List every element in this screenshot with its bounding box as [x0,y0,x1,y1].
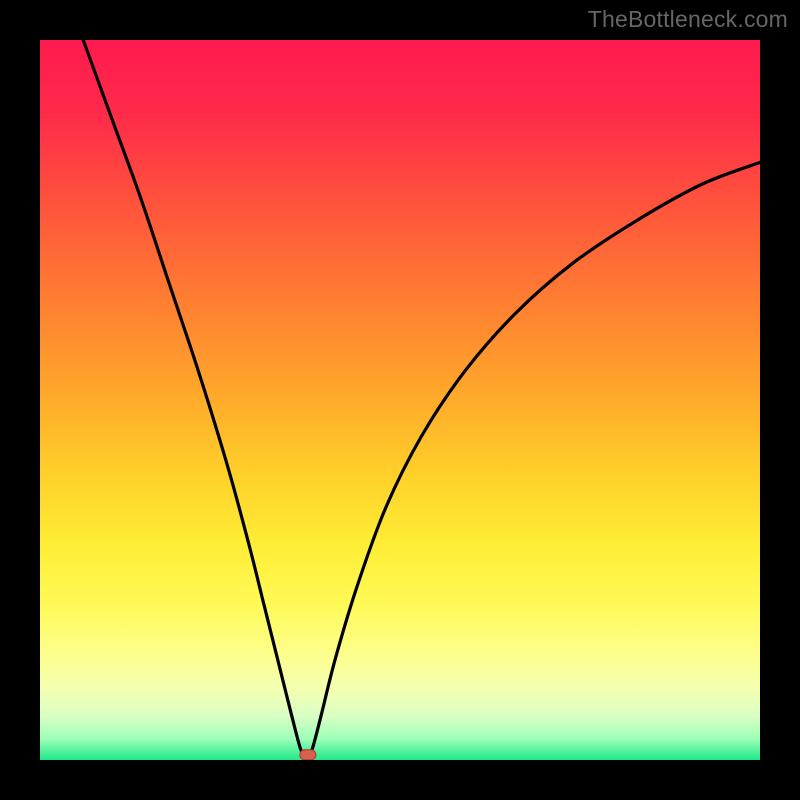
minimum-marker [300,750,316,760]
bottleneck-chart [0,0,800,800]
chart-stage: TheBottleneck.com [0,0,800,800]
watermark-text: TheBottleneck.com [588,6,788,33]
gradient-background [40,40,760,760]
